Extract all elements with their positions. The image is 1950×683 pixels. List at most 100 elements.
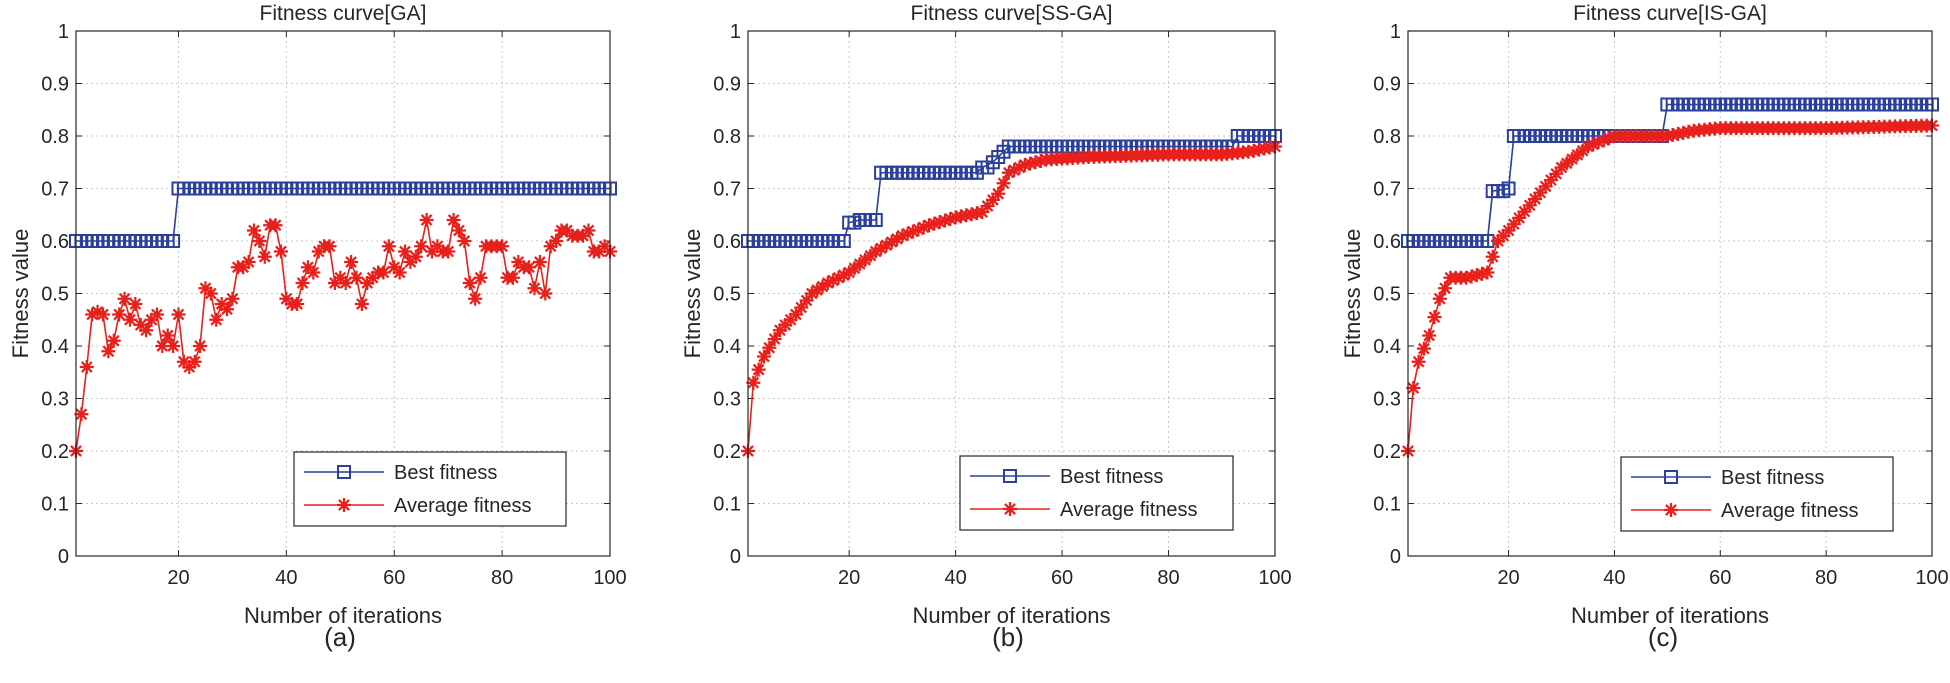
marker-star <box>1017 157 1032 172</box>
marker-star <box>1512 210 1527 225</box>
marker-star <box>473 270 488 285</box>
y-tick-label: 0.4 <box>41 336 69 358</box>
x-tick-label: 20 <box>1497 567 1519 589</box>
marker-star <box>176 354 191 369</box>
marker-star <box>1427 310 1442 325</box>
marker-star <box>1432 291 1447 306</box>
marker-star <box>1586 137 1601 152</box>
marker-star <box>1533 185 1548 200</box>
series-best-fitness <box>741 129 1282 248</box>
marker-star <box>182 360 197 374</box>
panel-label: (a) <box>324 622 356 652</box>
marker-star <box>1480 265 1495 280</box>
marker-star <box>980 199 995 213</box>
marker-star <box>101 344 116 359</box>
series-average-fitness <box>69 213 617 458</box>
y-tick-label: 0.6 <box>713 231 741 253</box>
marker-star <box>425 244 439 259</box>
legend-marker-star <box>337 498 351 512</box>
marker-star <box>1033 153 1048 168</box>
x-tick-label: 80 <box>1815 567 1837 589</box>
marker-star <box>1522 198 1537 213</box>
marker-star <box>106 333 121 348</box>
x-tick-label: 100 <box>593 567 626 589</box>
marker-star <box>166 339 181 353</box>
marker-star <box>874 241 889 256</box>
panel-label: (b) <box>992 622 1024 652</box>
marker-star <box>756 349 771 364</box>
marker-star <box>112 307 127 322</box>
y-tick-label: 0.9 <box>41 74 69 96</box>
y-tick-label: 0 <box>730 546 741 568</box>
x-axis-label: Number of iterations <box>244 603 442 628</box>
x-tick-label: 60 <box>1051 567 1073 589</box>
legend-box <box>1620 456 1894 532</box>
marker-star <box>160 328 175 343</box>
marker-star <box>549 234 564 248</box>
marker-star <box>831 270 846 285</box>
y-tick-label: 0.6 <box>41 231 69 253</box>
marker-star <box>1023 156 1038 171</box>
marker-star <box>95 307 110 322</box>
y-tick-label: 0.5 <box>713 284 741 306</box>
marker-star <box>879 238 894 253</box>
plot-frame <box>75 30 611 557</box>
marker-star <box>414 239 429 254</box>
legend-entry-label: Best fitness <box>1721 467 1824 489</box>
y-tick-label: 0.3 <box>1373 389 1401 411</box>
marker-star <box>338 276 353 290</box>
marker-star <box>365 270 380 285</box>
y-tick-label: 0.6 <box>1373 231 1401 253</box>
marker-star <box>268 218 283 233</box>
marker-star <box>937 213 952 228</box>
series-average-fitness <box>1401 118 1939 458</box>
legend: Best fitness Average fitness <box>293 451 567 527</box>
marker-star <box>1464 269 1479 284</box>
y-axis-label: Fitness value <box>1340 229 1365 359</box>
marker-star <box>193 339 208 353</box>
x-tick-label: 80 <box>491 567 513 589</box>
marker-star <box>446 213 461 227</box>
chart-title: Fitness curve[IS-GA] <box>1573 2 1767 25</box>
legend-entry-label: Average fitness <box>394 495 532 517</box>
marker-star <box>122 312 137 327</box>
marker-star <box>820 276 835 290</box>
y-tick-label: 0.1 <box>1373 494 1401 516</box>
marker-star <box>322 239 337 254</box>
y-tick-label: 0.5 <box>1373 284 1401 306</box>
marker-star <box>430 239 445 254</box>
marker-star <box>505 270 520 285</box>
marker-star <box>1490 234 1505 248</box>
y-tick-label: 0.2 <box>1373 441 1401 463</box>
marker-star <box>511 255 526 269</box>
marker-star <box>257 249 272 264</box>
marker-star <box>392 265 407 280</box>
y-tick-label: 0 <box>1390 546 1401 568</box>
marker-star <box>975 205 990 220</box>
marker-star <box>1007 163 1022 178</box>
x-axis-label: Number of iterations <box>1571 603 1769 628</box>
marker-star <box>895 228 910 243</box>
marker-star <box>1438 281 1453 296</box>
y-tick-label: 0.7 <box>41 179 69 201</box>
marker-star <box>592 244 607 259</box>
marker-star <box>597 239 612 254</box>
marker-star <box>884 235 899 250</box>
marker-star <box>815 279 830 294</box>
marker-star <box>762 340 777 355</box>
marker-star <box>295 276 310 290</box>
marker-star <box>906 224 921 239</box>
marker-star <box>1485 249 1500 264</box>
x-tick-label: 80 <box>1157 567 1179 589</box>
marker-star <box>344 255 359 269</box>
marker-star <box>90 304 105 319</box>
x-tick-label: 20 <box>838 567 860 589</box>
y-tick-label: 0.3 <box>713 389 741 411</box>
marker-star <box>462 276 477 290</box>
x-tick-label: 100 <box>1258 567 1291 589</box>
marker-star <box>247 223 261 238</box>
marker-star <box>991 186 1006 201</box>
panel-b: 0 0.1 0.2 0.3 0.4 0.5 0.6 0.7 0.8 0.9 1 20 40 60 80 100… <box>680 2 1292 652</box>
marker-star <box>788 307 803 322</box>
x-tick-label: 40 <box>944 567 966 589</box>
